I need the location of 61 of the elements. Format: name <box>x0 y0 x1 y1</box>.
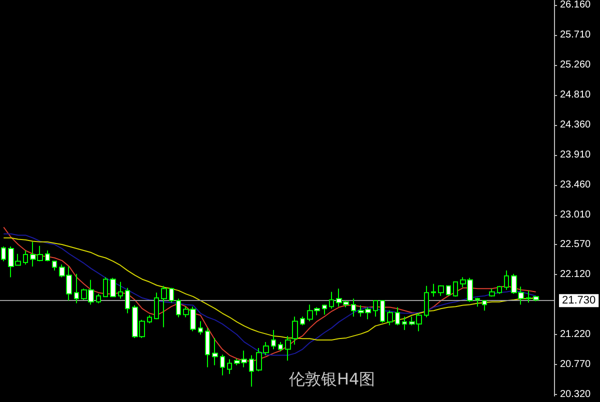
candlestick <box>147 314 152 324</box>
candlestick <box>198 320 203 336</box>
y-tick-label: 23.460 <box>560 180 592 191</box>
candlestick <box>220 354 225 376</box>
candlestick <box>74 273 79 304</box>
y-tick-label: 22.120 <box>560 269 592 280</box>
candlestick <box>373 300 378 318</box>
candlestick <box>387 310 393 326</box>
candlestick <box>438 284 444 296</box>
candlestick <box>475 297 480 308</box>
candlestick <box>489 288 495 298</box>
candlestick <box>402 316 407 330</box>
candlestick <box>351 298 356 318</box>
candlestick <box>300 316 305 326</box>
candlestick <box>322 304 327 316</box>
candlestick <box>533 295 539 302</box>
y-tick-label: 20.770 <box>560 359 592 370</box>
candlestick <box>482 300 487 312</box>
text: 伦敦银H4图 <box>289 370 376 388</box>
candlestick <box>395 306 400 326</box>
candlestick <box>110 277 116 298</box>
candlestick <box>96 293 101 304</box>
candlestick <box>176 298 181 318</box>
candlestick <box>125 287 130 314</box>
candlestick <box>504 270 509 290</box>
y-tick-label: 25.260 <box>560 60 592 71</box>
candlestick <box>118 281 123 300</box>
candlestick <box>329 291 334 310</box>
candlestick <box>161 285 167 328</box>
candlestick <box>446 285 451 296</box>
candlestick <box>45 250 50 262</box>
y-tick-label: 21.220 <box>560 329 592 340</box>
candlestick <box>212 337 218 366</box>
ref-line-label: 21.730 <box>562 294 596 307</box>
candlestick <box>154 292 159 320</box>
candlestick <box>205 327 210 368</box>
candlestick <box>169 287 174 304</box>
candlestick <box>431 283 436 298</box>
candlestick <box>424 285 429 318</box>
candlestick <box>526 290 531 304</box>
y-tick-label: 22.570 <box>560 239 592 250</box>
y-tick-label: 23.910 <box>560 150 592 161</box>
y-tick-label: 20.320 <box>560 389 592 400</box>
candlestick <box>497 285 502 294</box>
candlestick <box>23 250 28 266</box>
candlestick <box>453 281 458 298</box>
candlestick <box>227 358 232 374</box>
y-tick-label: 26.160 <box>560 0 592 10</box>
candlestick <box>380 300 385 324</box>
candlestick <box>52 260 57 272</box>
y-tick-label: 25.710 <box>560 30 592 41</box>
y-tick-label: 24.810 <box>560 90 592 101</box>
candlestick <box>1 246 6 262</box>
y-tick-label: 24.360 <box>560 120 592 131</box>
candlestick <box>271 329 276 350</box>
candlestick <box>278 341 283 352</box>
candlestick <box>292 316 298 346</box>
candlestick <box>249 354 254 388</box>
y-tick-label: 23.010 <box>560 210 592 221</box>
candlestick <box>103 276 108 298</box>
candlestick <box>285 335 291 362</box>
